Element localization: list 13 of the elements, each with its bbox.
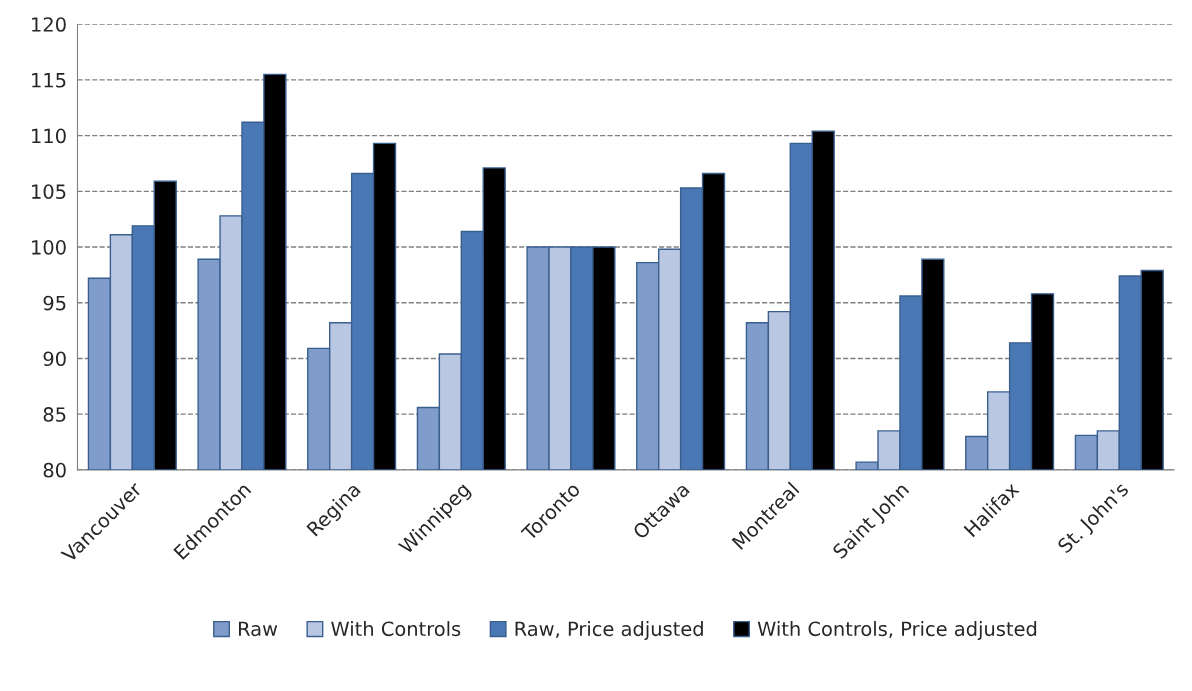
- y-tick-label: 115: [32, 73, 66, 88]
- legend-label: With Controls: [331, 621, 461, 637]
- y-tick-label: 105: [32, 184, 66, 199]
- y-tick-label: 110: [32, 128, 66, 144]
- y-tick-label: 80: [43, 462, 66, 478]
- y-tick-label: 85: [43, 407, 66, 422]
- legend-label: With Controls, Price adjusted: [757, 621, 1037, 640]
- legend-label: Raw: [238, 621, 278, 637]
- y-tick-label: 90: [43, 351, 66, 367]
- y-tick-label: 95: [43, 295, 66, 311]
- y-tick-label: 100: [32, 239, 66, 255]
- y-tick-label: 120: [32, 17, 66, 32]
- legend-label: Raw, Price adjusted: [515, 621, 703, 640]
